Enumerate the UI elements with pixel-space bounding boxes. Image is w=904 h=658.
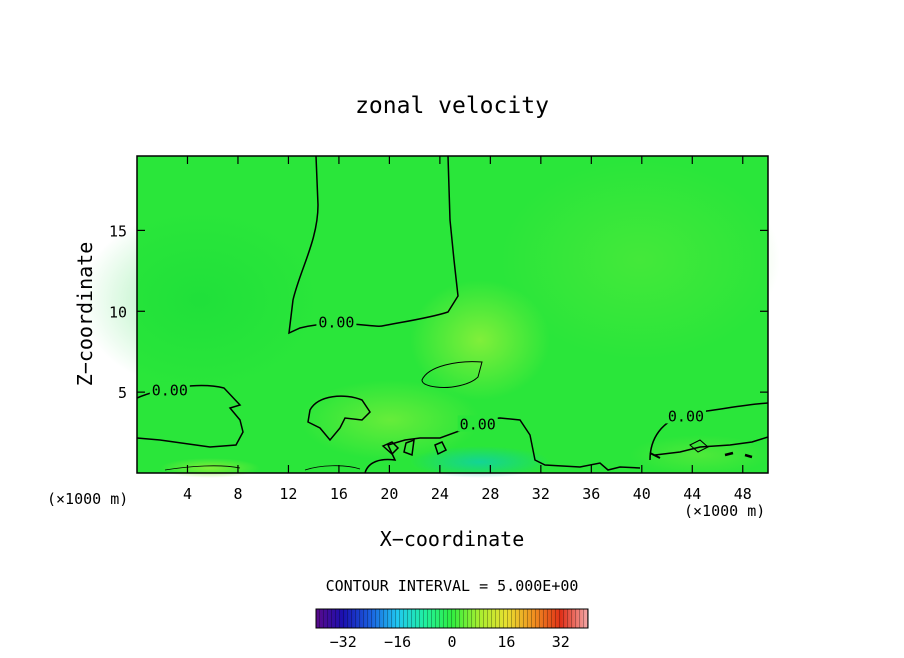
y-axis-ticks: 5 10 15 [109, 222, 768, 402]
contour-blob-g [649, 452, 661, 459]
contour-small-blob [307, 395, 371, 442]
x-tick-label: 48 [734, 485, 752, 503]
x-axis-ticks: 4 8 12 16 20 24 28 32 36 40 44 48 [183, 156, 752, 503]
y-tick-label: 5 [118, 384, 127, 402]
colorbar-tick-labels: −32 −16 0 16 32 [330, 633, 570, 651]
y-tick-label: 10 [109, 303, 127, 321]
plot-frame [136, 155, 769, 474]
field-shade-upper-right [500, 160, 780, 360]
contour-interval-label: CONTOUR INTERVAL = 5.000E+00 [326, 577, 579, 595]
x-axis-label: X−coordinate [380, 527, 525, 551]
contour-label-bg [457, 415, 498, 432]
colorbar-tick-label: 32 [552, 633, 570, 651]
contour-closed-mid [421, 361, 483, 388]
contour-labels: 0.00 0.00 0.00 0.00 [149, 313, 706, 433]
contour-label: 0.00 [152, 382, 188, 400]
colorbar-stripes [316, 609, 588, 628]
contour-label-bg [665, 407, 706, 424]
contour-label-bg [316, 313, 357, 330]
field-shade-bottom-cyan [410, 446, 550, 478]
field-shade-middle [410, 280, 550, 400]
contour-blob-d [689, 439, 709, 453]
contour-blob-c [434, 441, 448, 456]
x-axis-units-right: (×1000 m) [684, 502, 765, 520]
colorbar-tick-label: 0 [447, 633, 456, 651]
x-tick-label: 44 [683, 485, 701, 503]
colorbar-tick-label: −16 [384, 633, 411, 651]
y-axis-label: Z−coordinate [73, 242, 97, 387]
x-tick-label: 36 [582, 485, 600, 503]
x-tick-label: 16 [330, 485, 348, 503]
contour-blob-b [403, 438, 415, 457]
colorbar-tick-label: 16 [497, 633, 515, 651]
x-tick-label: 28 [481, 485, 499, 503]
contour-bottom-left-thin [164, 465, 241, 471]
chart-title: zonal velocity [355, 93, 549, 119]
field-shade-upper-left [80, 210, 320, 390]
x-tick-label: 8 [233, 485, 242, 503]
contour-blob-e [724, 451, 734, 457]
contour-label: 0.00 [668, 407, 704, 425]
colorbar-tick-label: −32 [330, 633, 357, 651]
x-tick-label: 4 [183, 485, 192, 503]
x-tick-label: 24 [431, 485, 449, 503]
colorbar-frame [315, 608, 589, 629]
contour-blob-f [744, 453, 753, 459]
contour-blob-a [381, 441, 400, 456]
x-axis-units-left: (×1000 m) [47, 490, 128, 508]
x-tick-label: 40 [633, 485, 651, 503]
contour-label: 0.00 [318, 314, 354, 332]
colorbar: −32 −16 0 16 32 [315, 608, 589, 651]
x-tick-label: 32 [532, 485, 550, 503]
x-tick-label: 12 [279, 485, 297, 503]
contour-right-edge [654, 436, 769, 456]
x-tick-label: 20 [380, 485, 398, 503]
plot-area: 0.000.000.00 0.00 4 8 12 16 20 24 28 32 36 40 44 48 … [80, 155, 780, 503]
field-shade-bottom-left [160, 458, 260, 478]
contour-label-bg [149, 381, 190, 398]
contour-bottom-center [364, 417, 641, 474]
y-tick-label: 15 [109, 222, 127, 240]
contour-bottom-mid-thin [304, 465, 361, 471]
field-shade-lower [300, 380, 480, 460]
contour-label: 0.00 [460, 415, 496, 433]
